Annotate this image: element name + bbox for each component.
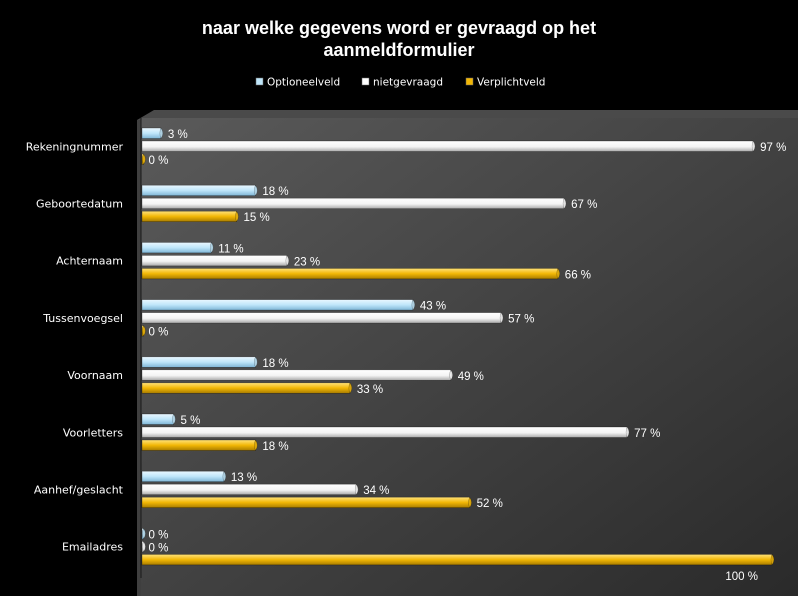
value-label-voornaam-optioneelveld: 18 % <box>262 358 288 370</box>
value-label-voornaam-nietgevraagd: 49 % <box>458 371 484 383</box>
value-label-achternaam-verplichtveld: 66 % <box>565 269 591 281</box>
value-label-emailadres-verplichtveld: 100 % <box>725 571 758 583</box>
legend-label-nietgevraagd: nietgevraagd <box>373 77 443 89</box>
value-label-rekeningnummer-verplichtveld: 0 % <box>149 155 169 167</box>
bar-voornaam-optioneelveld <box>141 356 258 368</box>
bar-tussenvoegsel-optioneelveld <box>141 299 416 311</box>
value-labels: 3 % 97 % 0 % 18 % 67 % 15 % 11 % 23 % 66 % 43 % 57… <box>149 129 787 583</box>
bar-achternaam-optioneelveld <box>141 241 214 254</box>
value-label-aanhef-geslacht-nietgevraagd: 34 % <box>363 485 389 497</box>
bar-emailadres-optioneelveld <box>141 527 146 540</box>
value-label-aanhef-geslacht-verplichtveld: 52 % <box>477 498 503 510</box>
bar-emailadres-verplichtveld <box>141 553 775 566</box>
value-label-achternaam-optioneelveld: 11 % <box>218 243 243 255</box>
category-label-voorletters: Voorletters <box>63 426 123 439</box>
legend: Optioneelveld nietgevraagd Verplichtveld <box>255 77 545 89</box>
value-label-voorletters-verplichtveld: 18 % <box>262 441 288 453</box>
legend-swatch-verplichtveld <box>465 77 474 86</box>
bar-aanhef-geslacht-nietgevraagd <box>141 483 359 496</box>
value-label-geboortedatum-optioneelveld: 18 % <box>262 186 288 198</box>
bar-rekeningnummer-optioneelveld <box>141 127 164 140</box>
bar-geboortedatum-nietgevraagd <box>141 197 567 210</box>
bar-achternaam-verplichtveld <box>141 267 561 280</box>
value-label-tussenvoegsel-verplichtveld: 0 % <box>149 327 169 339</box>
value-label-emailadres-optioneelveld: 0 % <box>149 529 169 541</box>
category-labels: Rekeningnummer Geboortedatum Achternaam Tus… <box>26 140 124 553</box>
legend-label-verplichtveld: Verplichtveld <box>477 77 545 89</box>
value-label-geboortedatum-verplichtveld: 15 % <box>244 212 270 224</box>
category-label-achternaam: Achternaam <box>56 255 123 268</box>
bar-tussenvoegsel-verplichtveld <box>141 325 146 337</box>
category-label-geboortedatum: Geboortedatum <box>36 197 123 210</box>
bar-voornaam-nietgevraagd <box>141 369 453 381</box>
bar-voornaam-verplichtveld <box>141 382 353 394</box>
category-label-voornaam: Voornaam <box>67 369 123 382</box>
bar-voorletters-verplichtveld <box>141 439 258 452</box>
bar-tussenvoegsel-nietgevraagd <box>141 312 504 324</box>
bar-aanhef-geslacht-optioneelveld <box>141 470 227 483</box>
value-label-aanhef-geslacht-optioneelveld: 13 % <box>231 472 257 484</box>
bar-geboortedatum-verplichtveld <box>141 210 239 223</box>
value-label-geboortedatum-nietgevraagd: 67 % <box>571 199 597 211</box>
value-label-tussenvoegsel-nietgevraagd: 57 % <box>508 314 534 326</box>
legend-swatch-optioneelveld <box>255 77 264 86</box>
value-label-voorletters-nietgevraagd: 77 % <box>634 428 660 440</box>
plot-floor <box>137 110 798 120</box>
legend-swatch-nietgevraagd <box>361 77 370 86</box>
value-label-rekeningnummer-optioneelveld: 3 % <box>168 129 188 141</box>
value-label-rekeningnummer-nietgevraagd: 97 % <box>760 142 786 154</box>
value-label-voornaam-verplichtveld: 33 % <box>357 384 383 396</box>
chart-title-line-1: naar welke gegevens word er gevraagd op … <box>202 18 596 38</box>
category-label-aanhef-geslacht: Aanhef/geslacht <box>34 483 124 496</box>
bar-voorletters-nietgevraagd <box>141 426 630 439</box>
bar-voorletters-optioneelveld <box>141 413 176 426</box>
category-label-rekeningnummer: Rekeningnummer <box>26 140 124 153</box>
value-label-tussenvoegsel-optioneelveld: 43 % <box>420 301 446 313</box>
value-label-emailadres-nietgevraagd: 0 % <box>149 542 169 554</box>
category-label-emailadres: Emailadres <box>62 541 123 554</box>
legend-label-optioneelveld: Optioneelveld <box>267 77 340 89</box>
value-label-achternaam-nietgevraagd: 23 % <box>294 256 320 268</box>
chart-title-line-2: aanmeldformulier <box>323 40 474 60</box>
bar-rekeningnummer-nietgevraagd <box>141 140 756 153</box>
value-label-voorletters-optioneelveld: 5 % <box>181 415 201 427</box>
bar-emailadres-nietgevraagd <box>141 540 146 553</box>
bars <box>141 127 775 566</box>
bar-achternaam-nietgevraagd <box>141 254 290 267</box>
bar-aanhef-geslacht-verplichtveld <box>141 496 472 509</box>
category-label-tussenvoegsel: Tussenvoegsel <box>42 312 123 325</box>
bar-geboortedatum-optioneelveld <box>141 184 258 197</box>
bar-rekeningnummer-verplichtveld <box>141 153 146 166</box>
